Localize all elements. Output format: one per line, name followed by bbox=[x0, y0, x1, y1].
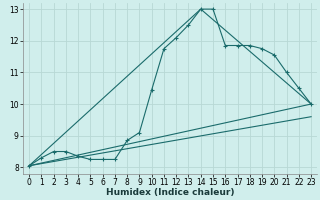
X-axis label: Humidex (Indice chaleur): Humidex (Indice chaleur) bbox=[106, 188, 234, 197]
